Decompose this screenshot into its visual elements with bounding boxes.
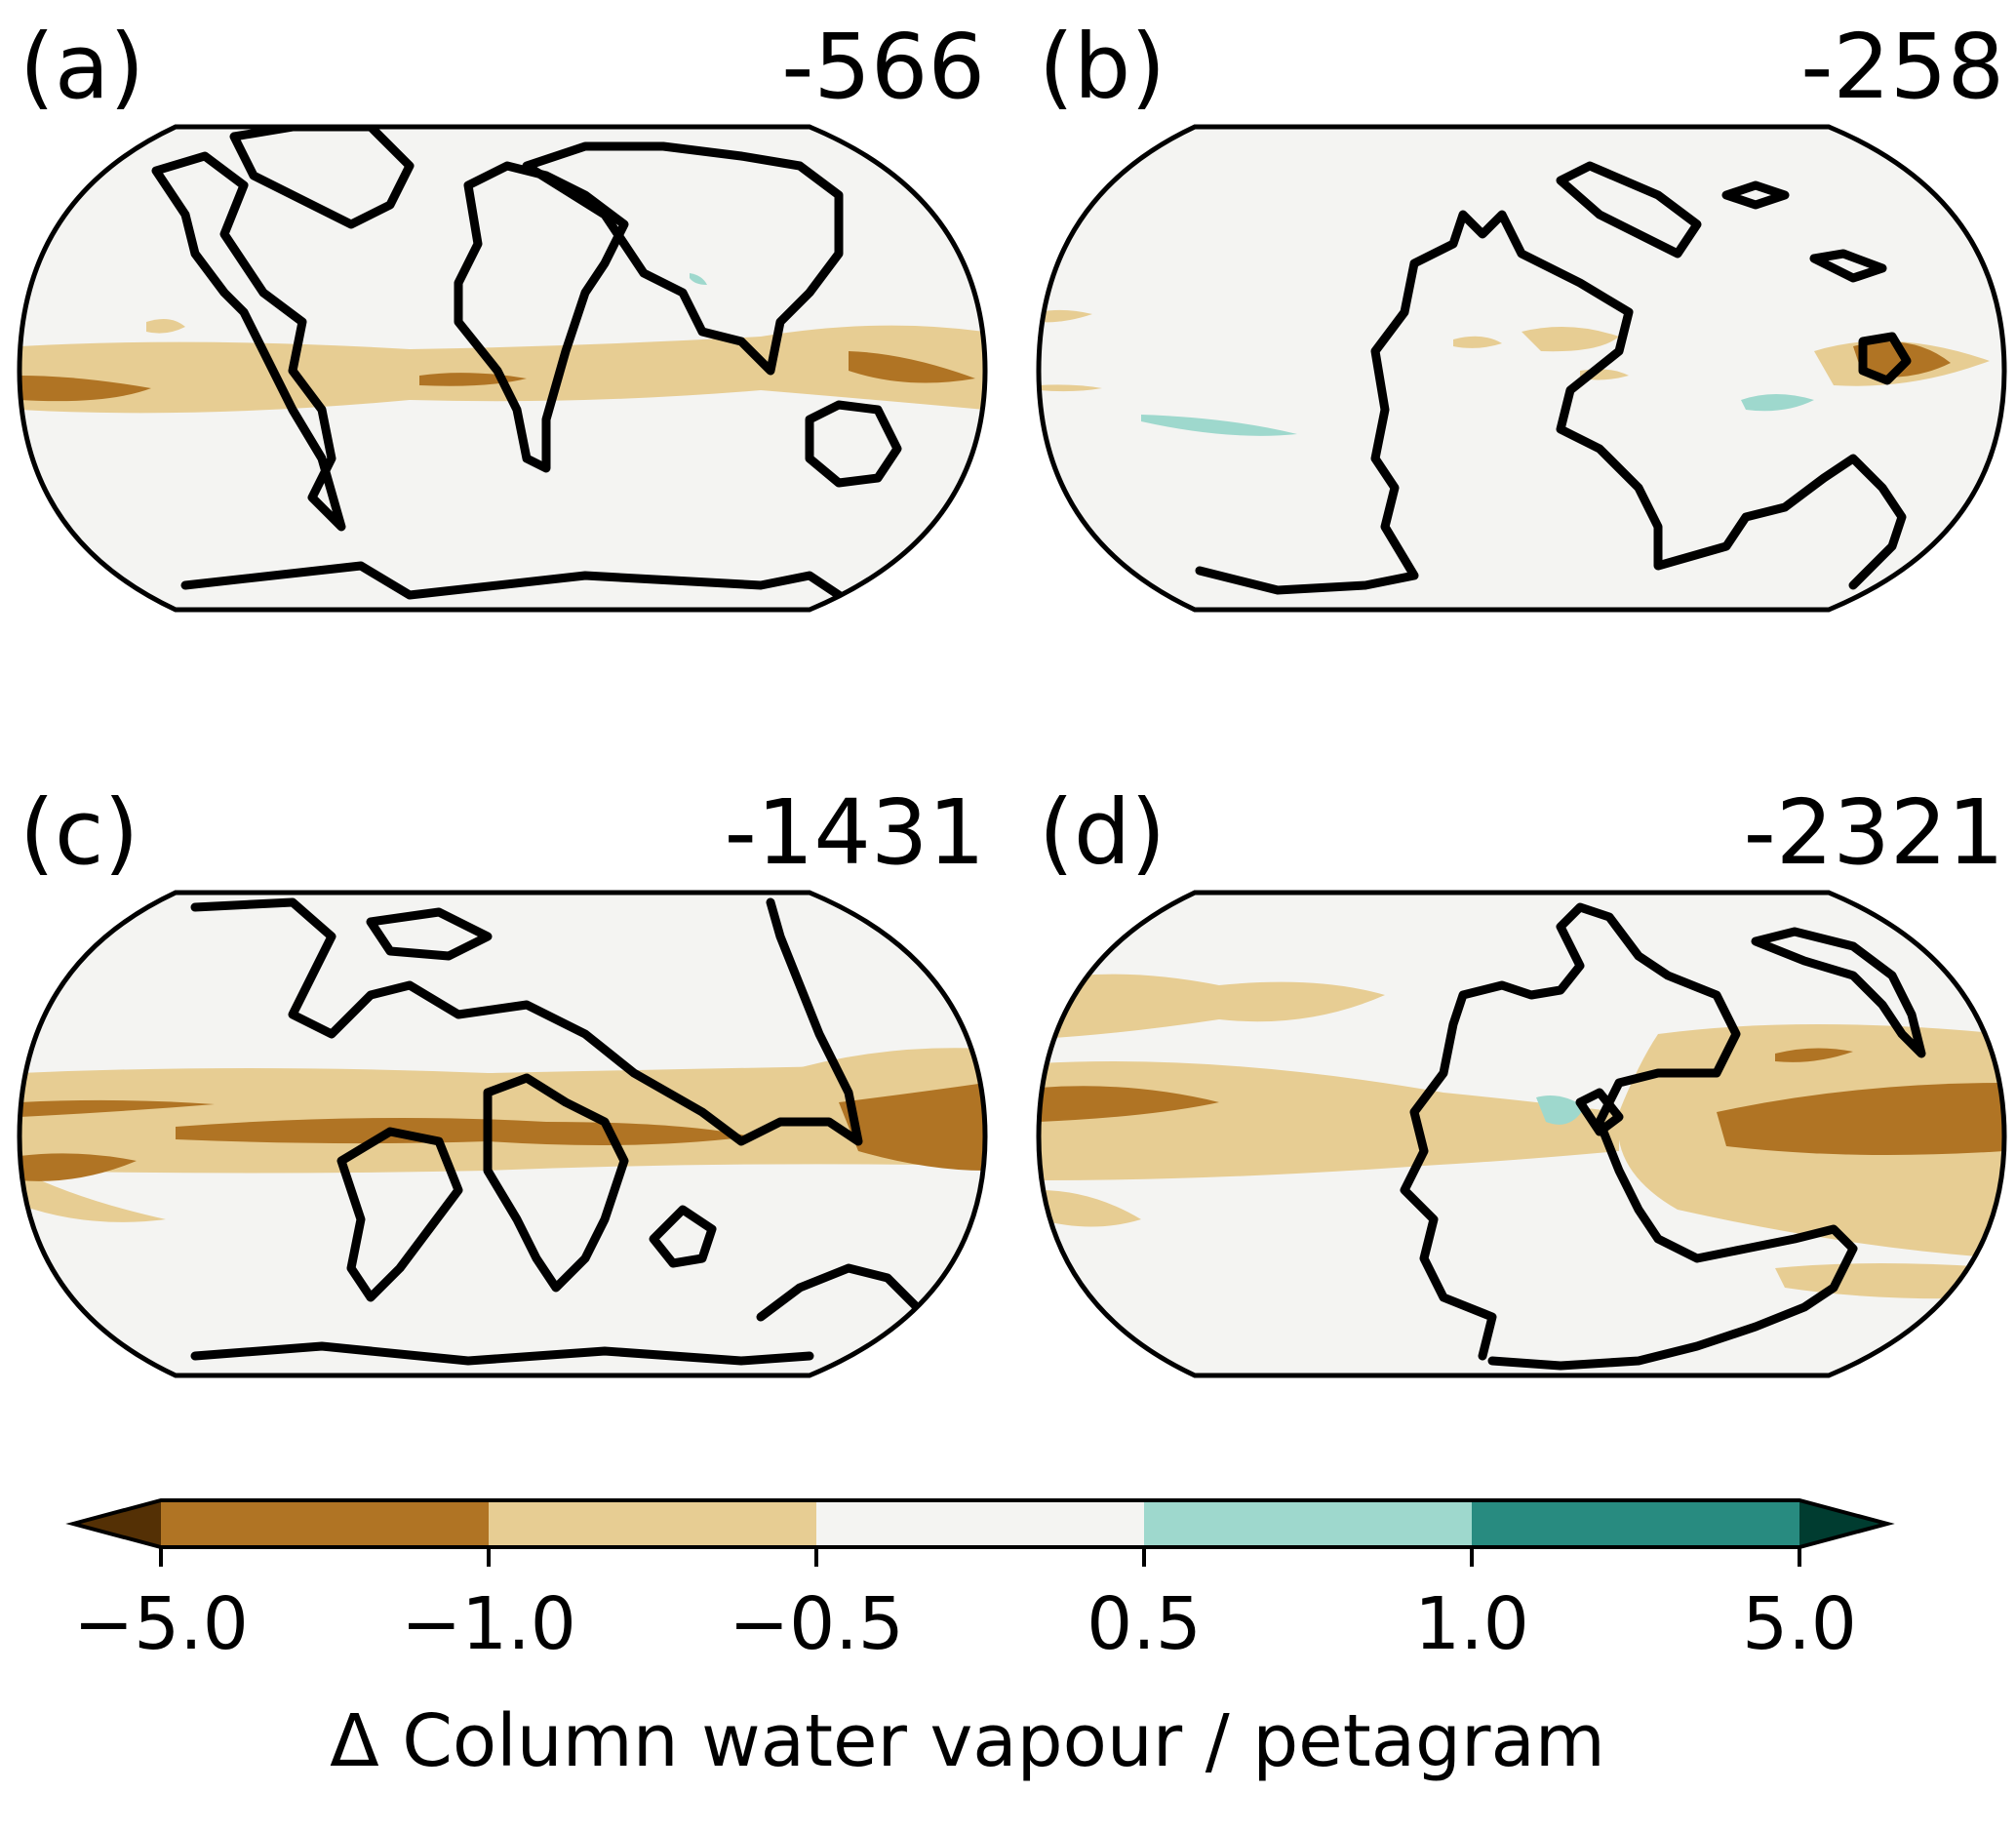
panel-c-value: -1431 — [725, 780, 985, 885]
contour-region — [849, 351, 975, 383]
coastline — [151, 151, 346, 532]
contour-region — [20, 376, 151, 402]
panel-a-frame — [17, 124, 988, 613]
contour-region — [146, 318, 185, 334]
colorbar-tick-label: −5.0 — [73, 1582, 249, 1666]
contour-region — [1775, 1048, 1853, 1062]
panel-c: (c) -1431 — [17, 780, 988, 1378]
coastline — [190, 897, 863, 1146]
contour-region — [1039, 974, 1385, 1039]
contour-region — [1717, 1083, 2004, 1155]
contour-region — [690, 273, 707, 285]
coastline — [522, 141, 844, 376]
panel-a-label: (a) — [20, 15, 144, 119]
colorbar-extend-low — [73, 1500, 161, 1547]
coastline — [229, 127, 415, 229]
contour-region — [1141, 415, 1297, 436]
contour-region — [20, 1153, 137, 1181]
panel-d-value: -2321 — [1744, 780, 2004, 885]
contour-region — [20, 1063, 985, 1174]
panel-d-label: (d) — [1039, 780, 1166, 885]
contour-region — [1536, 1095, 1585, 1125]
coastline — [180, 561, 844, 600]
colorbar-bin-4 — [1144, 1500, 1472, 1547]
coastline — [336, 1127, 463, 1302]
panel-b-map — [1039, 127, 2004, 610]
colorbar-extend-high — [1799, 1500, 1887, 1547]
colorbar-tick-label: −1.0 — [401, 1582, 576, 1666]
colorbar-tick-marks — [159, 1547, 1801, 1567]
coastline — [190, 1341, 814, 1366]
colorbar-tick-label: 0.5 — [1087, 1582, 1202, 1666]
contour-region — [20, 1171, 166, 1222]
coastline — [1721, 180, 1790, 210]
coastline — [649, 1205, 717, 1268]
panel-a-map — [20, 127, 985, 610]
panel-c-frame — [17, 890, 988, 1378]
coastline — [1195, 210, 1907, 595]
coastline — [1858, 332, 1912, 385]
colorbar: −5.0 −1.0 −0.5 0.5 1.0 5.0 Δ Column wate… — [65, 1498, 1895, 1783]
contour-region — [20, 1099, 215, 1117]
contour-region — [1039, 309, 1092, 323]
coastline — [454, 161, 629, 473]
contour-region — [1741, 394, 1814, 412]
panel-d: (d) -2321 — [1036, 780, 2007, 1378]
contour-region — [1039, 1061, 1619, 1180]
colorbar-tick-label: 1.0 — [1414, 1582, 1529, 1666]
contour-region — [1522, 327, 1619, 352]
panel-a: (a) -566 — [17, 15, 988, 613]
panel-d-map — [1039, 893, 2004, 1375]
colorbar-tick-label: 5.0 — [1742, 1582, 1857, 1666]
coastline — [1400, 902, 1858, 1371]
colorbar-bin-1 — [161, 1500, 489, 1547]
panel-a-value: -566 — [781, 15, 985, 119]
coastline — [1751, 927, 1926, 1058]
panel-b: (b) -258 — [1036, 15, 2007, 613]
panel-c-label: (c) — [20, 780, 138, 885]
coastline — [483, 1073, 629, 1293]
colorbar-bin-2 — [489, 1500, 816, 1547]
coastline — [1809, 249, 1887, 283]
coastline — [366, 907, 493, 961]
contour-region — [1039, 1190, 1141, 1227]
panel-b-value: -258 — [1800, 15, 2004, 119]
contour-region — [839, 1083, 985, 1171]
colorbar-label: Δ Column water vapour / petagram — [330, 1699, 1605, 1783]
panel-b-label: (b) — [1039, 15, 1166, 119]
coastline — [1575, 1088, 1624, 1136]
panel-c-map — [20, 893, 985, 1375]
colorbar-bin-5 — [1472, 1500, 1799, 1547]
coastline — [805, 400, 902, 488]
contour-region — [1039, 1086, 1219, 1122]
contour-region — [1039, 384, 1102, 392]
panel-b-frame — [1036, 124, 2007, 613]
coastline — [1556, 161, 1702, 259]
colorbar-tick-label: −0.5 — [729, 1582, 904, 1666]
colorbar-bin-3 — [816, 1500, 1144, 1547]
panel-d-frame — [1036, 890, 2007, 1378]
contour-region — [1453, 336, 1502, 348]
